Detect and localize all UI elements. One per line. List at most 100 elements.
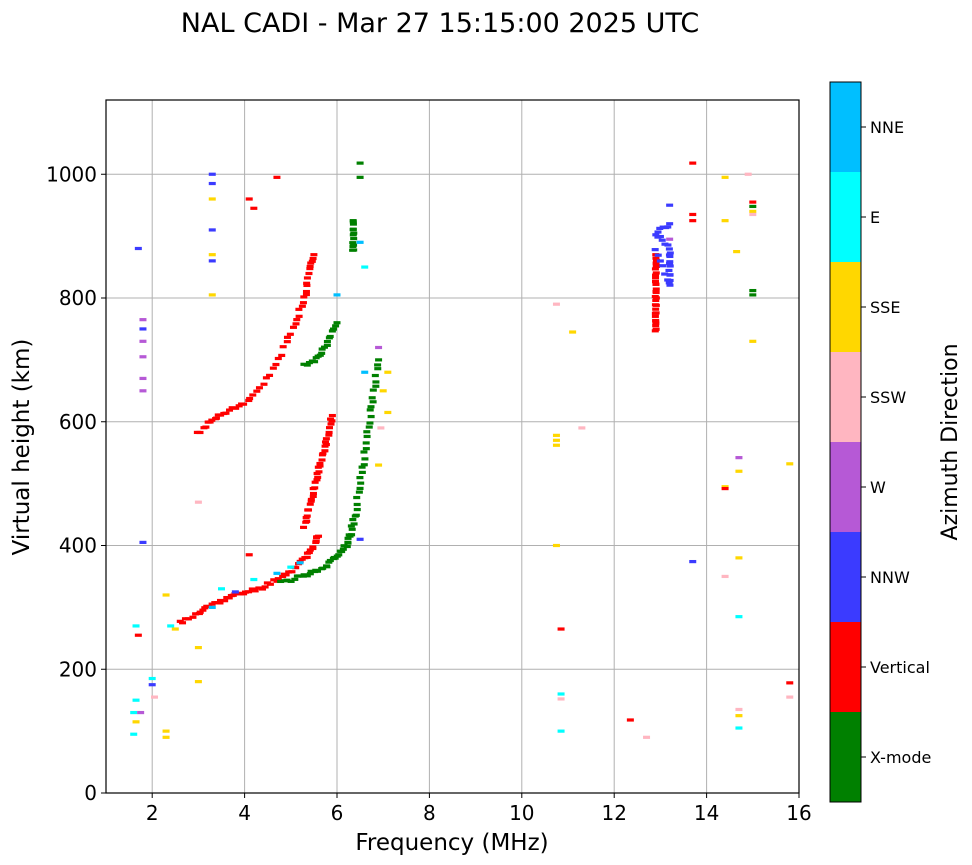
echo-mark-e bbox=[132, 698, 140, 702]
echo-mark-x-mode bbox=[326, 558, 334, 563]
echo-mark-vertical bbox=[651, 294, 659, 299]
echo-mark-x-mode bbox=[363, 430, 371, 434]
colorbar-tick-label: X-mode bbox=[870, 748, 931, 767]
echo-mark-vertical bbox=[322, 437, 330, 441]
echo-mark-vertical bbox=[721, 486, 729, 491]
echo-mark-sse bbox=[208, 197, 216, 201]
echo-mark-ssw bbox=[377, 426, 385, 430]
echo-mark-x-mode bbox=[325, 560, 333, 564]
colorbar-tick-label: W bbox=[870, 478, 886, 497]
echo-mark-nnw bbox=[134, 246, 142, 251]
y-axis-ticks: 0 200 400 600 800 1000 bbox=[46, 162, 106, 805]
echo-mark-vertical bbox=[259, 587, 267, 591]
echo-mark-vertical bbox=[302, 289, 310, 294]
echo-mark-vertical bbox=[189, 615, 197, 619]
echo-mark-e bbox=[287, 565, 295, 569]
echo-mark-nnw bbox=[654, 253, 662, 257]
x-axis-label: Frequency (MHz) bbox=[355, 830, 548, 856]
echo-mark-vertical bbox=[307, 497, 315, 502]
echo-mark-vertical bbox=[327, 417, 335, 421]
echo-mark-sse bbox=[721, 219, 729, 223]
colorbar-frame bbox=[829, 81, 862, 803]
echo-mark-nnw bbox=[208, 228, 216, 232]
echo-mark-vertical bbox=[283, 335, 291, 339]
echo-mark-sse bbox=[208, 293, 216, 297]
echo-mark-vertical bbox=[309, 491, 317, 496]
echo-mark-vertical bbox=[313, 471, 321, 476]
echo-mark-vertical bbox=[314, 475, 322, 479]
echo-mark-vertical bbox=[312, 539, 320, 543]
echo-mark-sse bbox=[786, 462, 794, 466]
echo-mark-vertical bbox=[295, 314, 303, 318]
echo-mark-vertical bbox=[311, 480, 319, 484]
echo-mark-e bbox=[130, 710, 138, 715]
echo-mark-vertical bbox=[298, 304, 306, 308]
echo-mark-vertical bbox=[260, 382, 268, 386]
echo-mark-vertical bbox=[184, 617, 192, 621]
echo-mark-vertical bbox=[225, 596, 233, 600]
echo-mark-x-mode bbox=[350, 237, 358, 241]
echo-mark-nnw bbox=[651, 248, 659, 252]
echo-mark-vertical bbox=[308, 259, 316, 263]
echo-mark-x-mode bbox=[349, 233, 357, 237]
echo-mark-x-mode bbox=[338, 549, 346, 554]
echo-mark-x-mode bbox=[350, 243, 358, 247]
echo-mark-vertical bbox=[289, 325, 297, 329]
echo-mark-vertical bbox=[226, 408, 234, 412]
echo-mark-vertical bbox=[689, 161, 697, 165]
echo-mark-sse bbox=[194, 680, 202, 684]
y-tick-label: 1000 bbox=[46, 162, 97, 186]
echo-mark-x-mode bbox=[374, 367, 382, 371]
echo-mark-ssw bbox=[735, 707, 743, 712]
echo-mark-vertical bbox=[319, 452, 327, 456]
echo-mark-w bbox=[139, 339, 147, 343]
echo-mark-w bbox=[139, 376, 147, 381]
echo-mark-nnw bbox=[231, 590, 239, 594]
echo-mark-vertical bbox=[274, 577, 282, 581]
echo-mark-sse bbox=[162, 729, 170, 733]
echo-mark-vertical bbox=[216, 598, 224, 603]
echo-mark-vertical bbox=[261, 585, 269, 589]
echo-mark-sse bbox=[552, 543, 560, 548]
x-tick-label: 16 bbox=[786, 801, 811, 825]
echo-mark-x-mode bbox=[367, 414, 375, 419]
echo-mark-x-mode bbox=[287, 579, 295, 583]
echo-mark-x-mode bbox=[295, 574, 303, 578]
echo-mark-nnw bbox=[664, 225, 672, 229]
echo-mark-sse bbox=[552, 438, 560, 442]
echo-mark-ssw bbox=[552, 302, 560, 306]
echo-mark-vertical bbox=[245, 197, 253, 201]
echo-mark-sse bbox=[569, 330, 577, 334]
echo-mark-vertical bbox=[652, 298, 660, 303]
x-tick-label: 4 bbox=[238, 801, 251, 825]
echo-mark-x-mode bbox=[749, 293, 757, 297]
echo-mark-vertical bbox=[325, 430, 333, 435]
echo-mark-vertical bbox=[652, 324, 660, 328]
echo-mark-vertical bbox=[222, 411, 230, 415]
echo-mark-vertical bbox=[266, 373, 274, 377]
echo-mark-x-mode bbox=[355, 490, 363, 494]
colorbar-tick-label: SSW bbox=[870, 388, 906, 407]
echo-mark-vertical bbox=[786, 681, 794, 685]
echo-mark-nnw bbox=[208, 259, 216, 263]
echo-mark-vertical bbox=[315, 534, 323, 538]
echo-mark-x-mode bbox=[366, 421, 374, 425]
colorbar-segment bbox=[830, 352, 861, 442]
echo-mark-x-mode bbox=[303, 363, 311, 367]
echo-mark-sse bbox=[162, 593, 170, 597]
echo-mark-ssw bbox=[786, 695, 794, 699]
echo-mark-x-mode bbox=[318, 347, 326, 351]
echo-mark-e bbox=[148, 676, 156, 681]
echo-mark-vertical bbox=[316, 464, 324, 468]
echo-mark-sse bbox=[171, 627, 179, 631]
echo-mark-ssw bbox=[194, 500, 202, 504]
echo-mark-vertical bbox=[240, 402, 248, 406]
echo-mark-w bbox=[139, 355, 147, 359]
echo-mark-x-mode bbox=[331, 556, 339, 560]
echo-mark-vertical bbox=[255, 586, 263, 590]
echo-mark-vertical bbox=[557, 627, 565, 631]
echo-mark-x-mode bbox=[361, 457, 369, 461]
echo-mark-vertical bbox=[316, 461, 324, 466]
y-tick-label: 0 bbox=[84, 781, 97, 805]
